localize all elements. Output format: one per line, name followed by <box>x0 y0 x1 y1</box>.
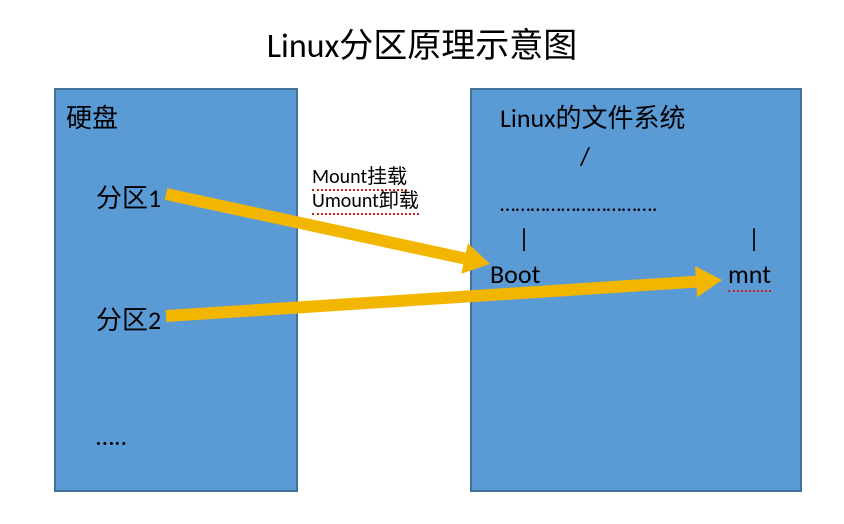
filesystem-title-label: Linux的文件系统 <box>500 98 685 135</box>
disk-title-label: 硬盘 <box>66 98 118 135</box>
diagram-stage: Linux分区原理示意图 硬盘 分区1 分区2 ….. Linux的文件系统 /… <box>0 0 844 524</box>
diagram-title: Linux分区原理示意图 <box>0 18 844 67</box>
mnt-label: mnt <box>728 258 771 292</box>
mount-text: Mount挂载 <box>312 165 407 191</box>
tree-dots-label: …………………………. <box>500 190 657 217</box>
partition-2-label: 分区2 <box>96 300 161 337</box>
tree-bar-right: | <box>748 222 760 254</box>
boot-label: Boot <box>490 258 540 292</box>
partition-1-label: 分区1 <box>96 178 161 215</box>
tree-bar-left: | <box>518 222 530 254</box>
root-label: / <box>580 140 590 172</box>
mount-umount-label: Mount挂载 Umount卸载 <box>312 165 419 213</box>
partition-more-label: ….. <box>96 420 127 452</box>
disk-box <box>54 88 298 492</box>
umount-text: Umount卸载 <box>312 189 419 215</box>
